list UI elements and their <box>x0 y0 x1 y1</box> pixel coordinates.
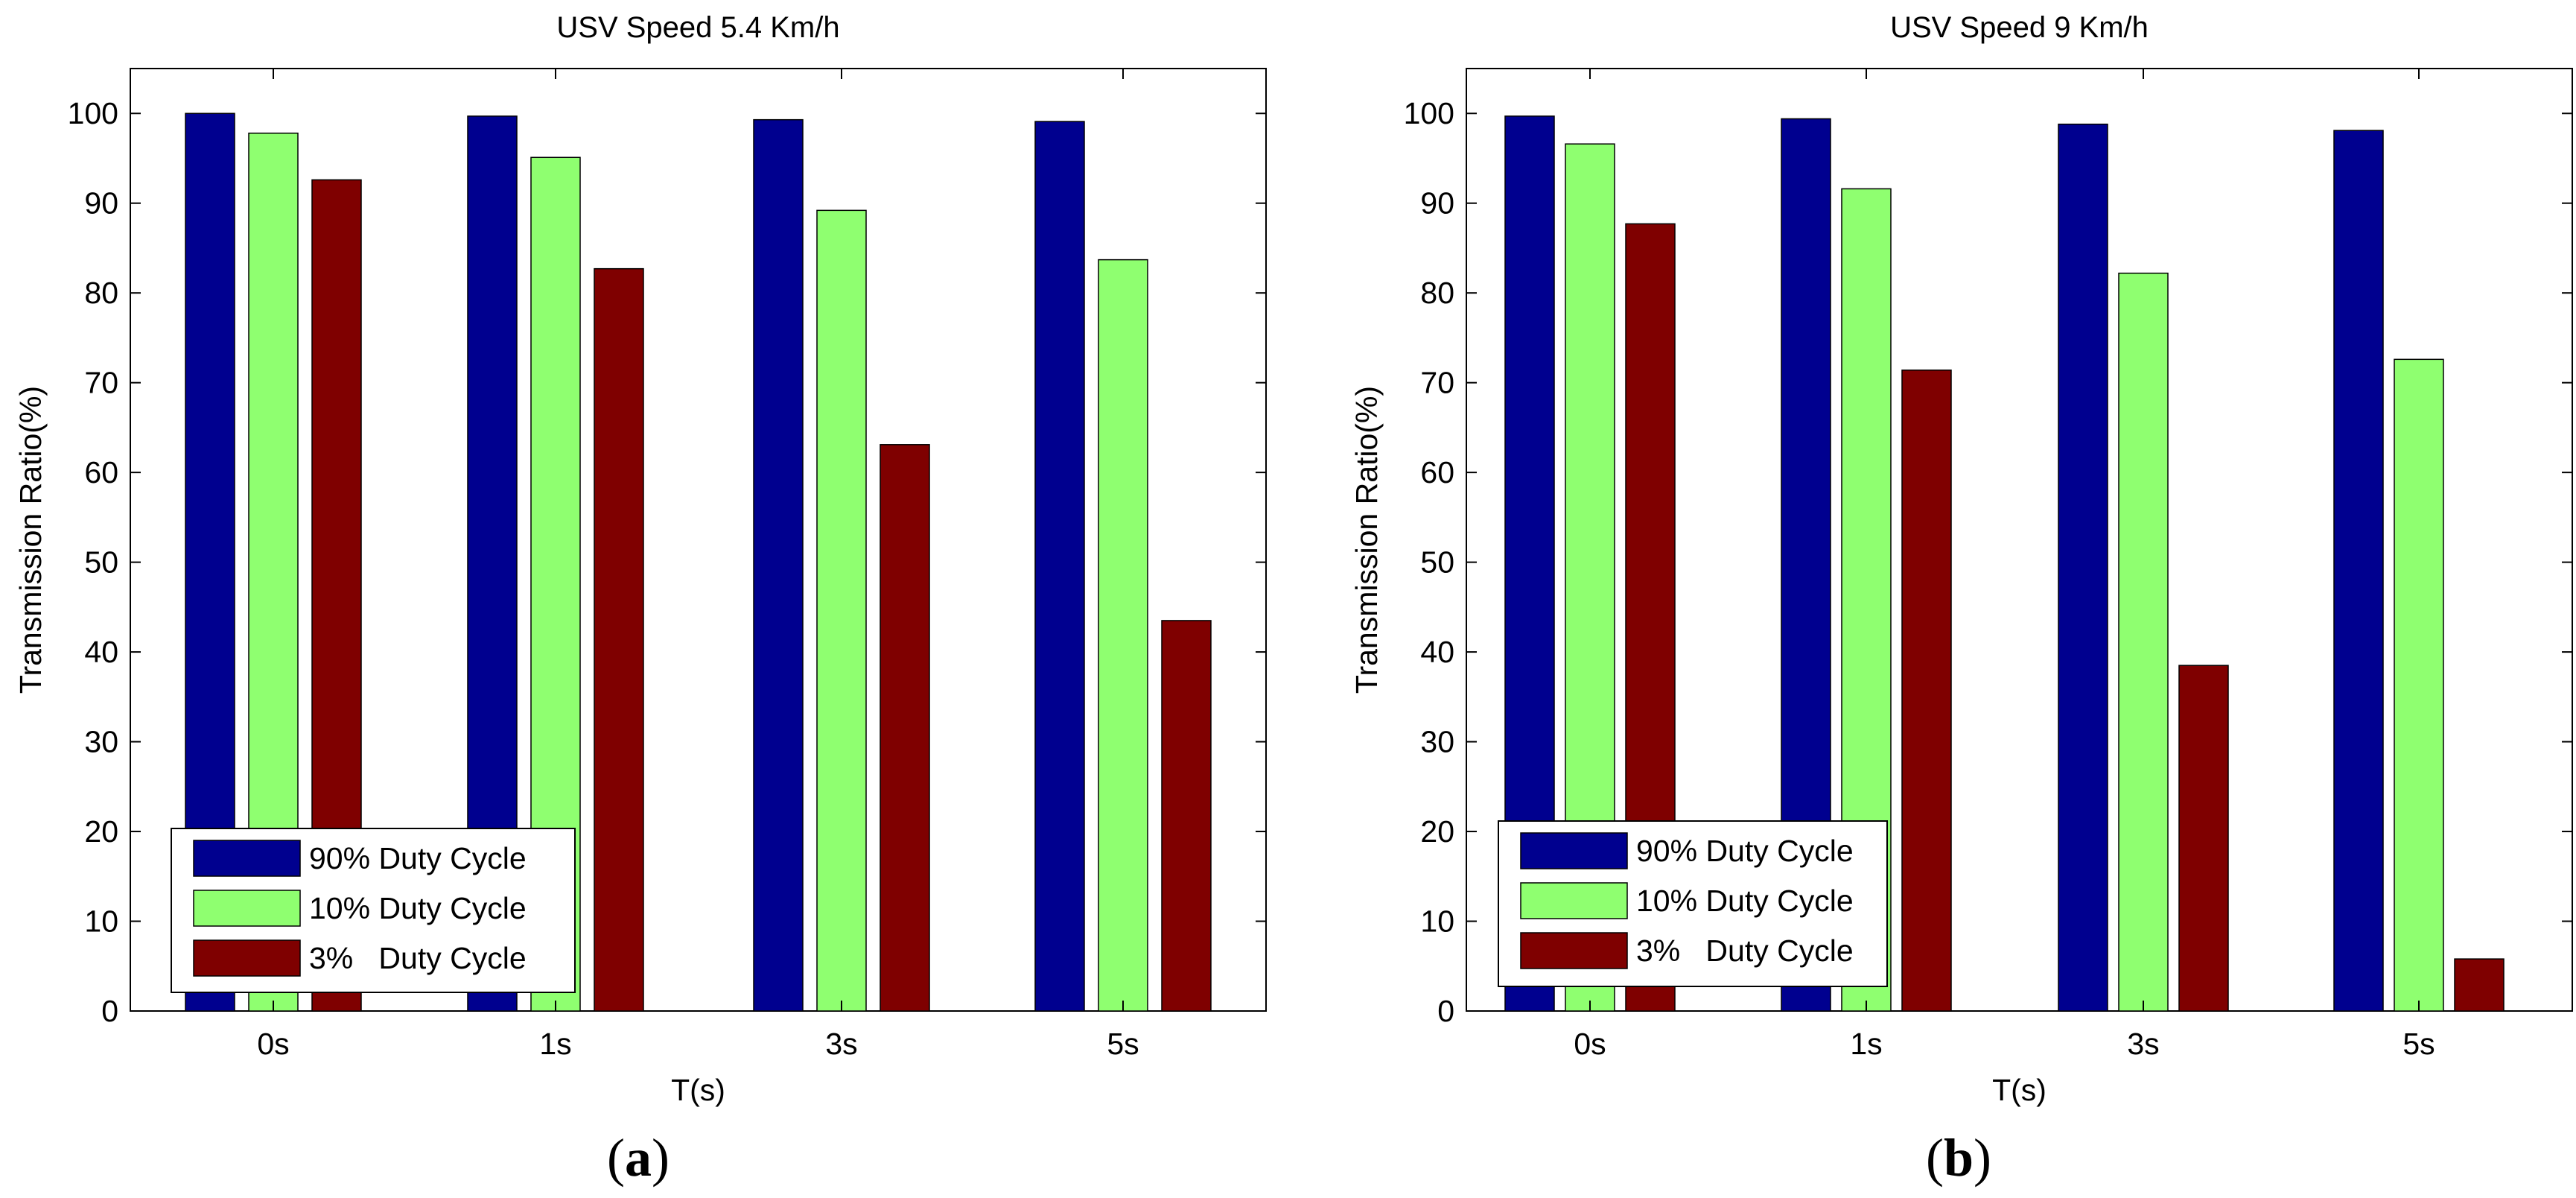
chart-panel-2: 0 10 20 30 40 50 60 70 80 90 100 0s 1s 3s 5s USV Speed … <box>1349 11 2573 1188</box>
y-tick-label: 100 <box>68 96 118 130</box>
bar-3s-series-2 <box>2118 272 2169 1012</box>
legend: 90% Duty Cycle 10% Duty Cycle 3% Duty Cycl… <box>1498 820 1888 987</box>
x-tick-label: 0s <box>257 1027 289 1061</box>
bar-3s-series-3 <box>2178 665 2229 1012</box>
y-tick-label: 0 <box>1437 994 1454 1028</box>
bar-1s-series-3 <box>1901 370 1952 1012</box>
legend-swatch <box>193 890 301 927</box>
panel-caption: (b) <box>1926 1128 1991 1188</box>
bar-5s-series-2 <box>1098 259 1148 1012</box>
x-axis-label: T(s) <box>1992 1073 2047 1107</box>
y-tick-label: 100 <box>1404 96 1454 130</box>
legend-swatch <box>1520 932 1628 969</box>
caption-open: ( <box>607 1128 625 1188</box>
bar-3s-series-1 <box>753 118 804 1012</box>
caption-open: ( <box>1926 1128 1944 1188</box>
legend-label: 90% Duty Cycle <box>309 841 527 875</box>
y-tick-label: 50 <box>84 545 118 580</box>
y-tick-label: 90 <box>84 186 118 221</box>
legend-label: 10% Duty Cycle <box>309 891 527 925</box>
x-axis-label: T(s) <box>671 1073 725 1107</box>
x-tick-label: 3s <box>825 1027 857 1061</box>
y-tick-label: 60 <box>84 455 118 489</box>
bar-5s-series-2 <box>2394 358 2444 1012</box>
x-tick-label: 1s <box>539 1027 571 1061</box>
bar-3s-series-2 <box>816 209 867 1012</box>
x-tick-label: 1s <box>1850 1027 1882 1061</box>
y-tick-label: 70 <box>1420 366 1454 400</box>
caption-close: ) <box>652 1128 670 1188</box>
legend-swatch <box>193 939 301 977</box>
bar-5s-series-3 <box>2454 958 2505 1012</box>
legend-swatch <box>193 840 301 877</box>
bar-5s-series-1 <box>2333 130 2384 1012</box>
bar-3s-series-1 <box>2058 123 2108 1012</box>
caption-letter: a <box>625 1128 652 1188</box>
legend-label: 10% Duty Cycle <box>1636 884 1854 918</box>
y-tick-label: 0 <box>101 994 118 1028</box>
x-tick-label: 5s <box>1107 1027 1139 1061</box>
y-axis-label: Transmission Ratio(%) <box>1349 386 1384 694</box>
legend-label: 3% Duty Cycle <box>1636 934 1854 968</box>
y-tick-label: 80 <box>1420 276 1454 310</box>
legend-swatch <box>1520 832 1628 869</box>
y-tick-label: 30 <box>1420 725 1454 759</box>
x-tick-label: 0s <box>1574 1027 1606 1061</box>
chart-title: USV Speed 9 Km/h <box>1890 11 2149 44</box>
y-tick-label: 40 <box>84 635 118 669</box>
bar-5s-series-3 <box>1161 620 1212 1012</box>
chart-title: USV Speed 5.4 Km/h <box>556 11 839 44</box>
panel-caption: (a) <box>607 1128 670 1188</box>
x-tick-label: 3s <box>2127 1027 2159 1061</box>
y-tick-label: 50 <box>1420 545 1454 580</box>
y-tick-label: 80 <box>84 276 118 310</box>
bar-5s-series-1 <box>1034 121 1085 1012</box>
legend: 90% Duty Cycle 10% Duty Cycle 3% Duty Cycl… <box>171 828 576 993</box>
y-axis-label: Transmission Ratio(%) <box>13 386 48 694</box>
y-tick-label: 20 <box>84 814 118 849</box>
y-tick-label: 70 <box>84 366 118 400</box>
y-tick-label: 60 <box>1420 455 1454 489</box>
legend-swatch <box>1520 882 1628 919</box>
caption-close: ) <box>1974 1128 1991 1188</box>
legend-label: 90% Duty Cycle <box>1636 834 1854 868</box>
y-tick-label: 40 <box>1420 635 1454 669</box>
y-tick-label: 20 <box>1420 814 1454 849</box>
y-tick-label: 30 <box>84 725 118 759</box>
y-tick-label: 10 <box>1420 904 1454 939</box>
y-tick-label: 90 <box>1420 186 1454 221</box>
y-tick-label: 10 <box>84 904 118 939</box>
bar-3s-series-3 <box>880 444 930 1012</box>
chart-panel-1: 0 10 20 30 40 50 60 70 80 90 100 0s 1s 3s 5s USV Speed … <box>13 11 1267 1188</box>
bar-1s-series-3 <box>594 267 644 1012</box>
caption-letter: b <box>1944 1128 1974 1188</box>
x-tick-label: 5s <box>2402 1027 2435 1061</box>
legend-label: 3% Duty Cycle <box>309 941 527 975</box>
